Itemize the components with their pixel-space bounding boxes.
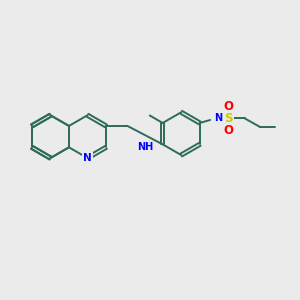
Text: O: O [224, 124, 234, 137]
Text: O: O [224, 100, 234, 112]
Text: NH: NH [137, 142, 153, 152]
Text: S: S [224, 112, 233, 125]
Text: N: N [83, 153, 92, 163]
Text: NH: NH [214, 113, 230, 124]
